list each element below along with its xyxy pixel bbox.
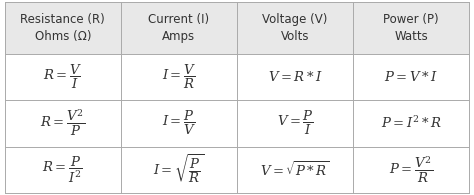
Text: $R = \dfrac{V}{I}$: $R = \dfrac{V}{I}$	[43, 63, 82, 91]
Bar	[353, 2, 469, 54]
Text: Voltage (V)
Volts: Voltage (V) Volts	[263, 13, 328, 43]
Text: $I = \dfrac{V}{R}$: $I = \dfrac{V}{R}$	[162, 63, 196, 91]
Text: $V = \sqrt{P * R}$: $V = \sqrt{P * R}$	[260, 160, 330, 179]
Text: $P = V * I$: $P = V * I$	[384, 70, 438, 84]
Bar	[121, 2, 237, 54]
Bar	[237, 2, 353, 54]
Text: $R = \dfrac{V^2}{P}$: $R = \dfrac{V^2}{P}$	[40, 108, 85, 138]
Bar	[5, 2, 121, 54]
Text: $P = I^2 * R$: $P = I^2 * R$	[381, 115, 442, 131]
Text: Resistance (R)
Ohms (Ω): Resistance (R) Ohms (Ω)	[20, 13, 105, 43]
Text: Power (P)
Watts: Power (P) Watts	[383, 13, 439, 43]
Text: Current (I)
Amps: Current (I) Amps	[148, 13, 210, 43]
Text: $V = R * I$: $V = R * I$	[268, 70, 322, 84]
Text: $R = \dfrac{P}{I^2}$: $R = \dfrac{P}{I^2}$	[42, 155, 83, 185]
Text: $V = \dfrac{P}{I}$: $V = \dfrac{P}{I}$	[277, 109, 313, 137]
Text: $I = \sqrt{\dfrac{P}{R}}$: $I = \sqrt{\dfrac{P}{R}}$	[154, 153, 204, 186]
Text: $P = \dfrac{V^2}{R}$: $P = \dfrac{V^2}{R}$	[389, 155, 433, 185]
Text: $I = \dfrac{P}{V}$: $I = \dfrac{P}{V}$	[162, 109, 196, 137]
